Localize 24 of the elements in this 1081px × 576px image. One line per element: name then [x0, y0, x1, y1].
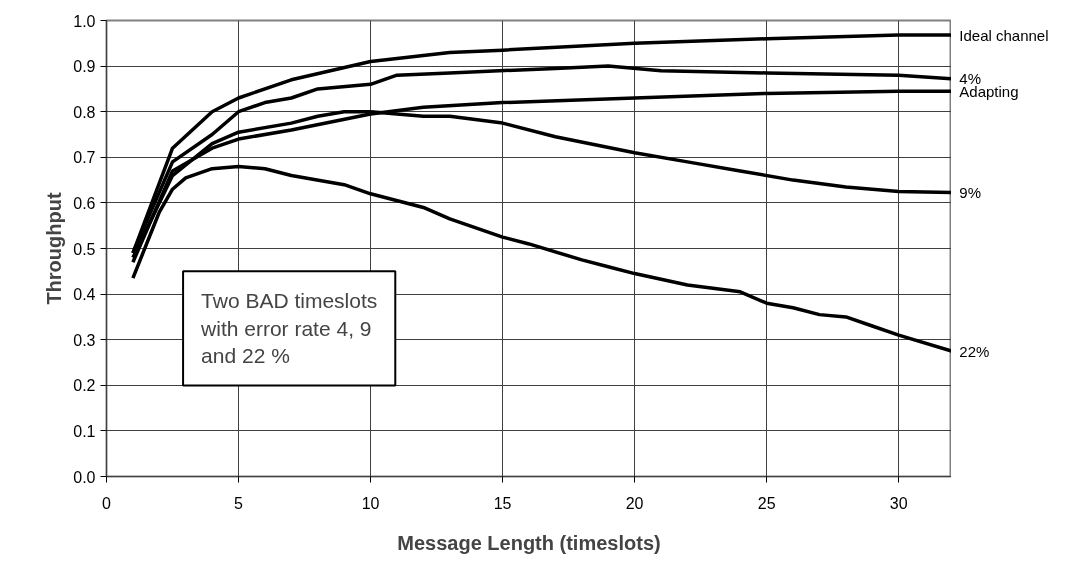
- y-tick-label: 0.7: [73, 149, 96, 167]
- series-label: 22%: [959, 342, 990, 360]
- y-tick-label: 0.5: [73, 240, 96, 258]
- y-tick-label: 1.0: [73, 12, 96, 30]
- y-tick-label: 0.8: [73, 103, 96, 121]
- y-tick-label: 0.2: [73, 377, 96, 395]
- y-axis-title: Throughput: [43, 192, 66, 305]
- y-tick-label: 0.0: [73, 468, 96, 486]
- x-tick-label: 5: [234, 494, 244, 512]
- series-label: 9%: [959, 183, 981, 201]
- y-tick-label: 0.3: [73, 331, 96, 349]
- x-tick-label: 0: [102, 494, 112, 512]
- annotation: Two BAD timeslots with error rate 4, 9 and 22 %: [200, 289, 378, 368]
- x-tick-label: 30: [889, 494, 908, 512]
- x-tick-label: 15: [493, 494, 512, 512]
- series-label: Ideal channel: [959, 26, 1049, 44]
- x-tick-label: 10: [361, 494, 380, 512]
- x-axis-title: Message Length (timeslots): [397, 531, 661, 554]
- x-tick-label: 20: [625, 494, 644, 512]
- y-tick-label: 0.6: [73, 194, 96, 212]
- x-tick-label: 25: [757, 494, 776, 512]
- y-tick-label: 0.9: [73, 58, 96, 76]
- y-tick-label: 0.1: [73, 422, 96, 440]
- y-tick-label: 0.4: [73, 286, 96, 304]
